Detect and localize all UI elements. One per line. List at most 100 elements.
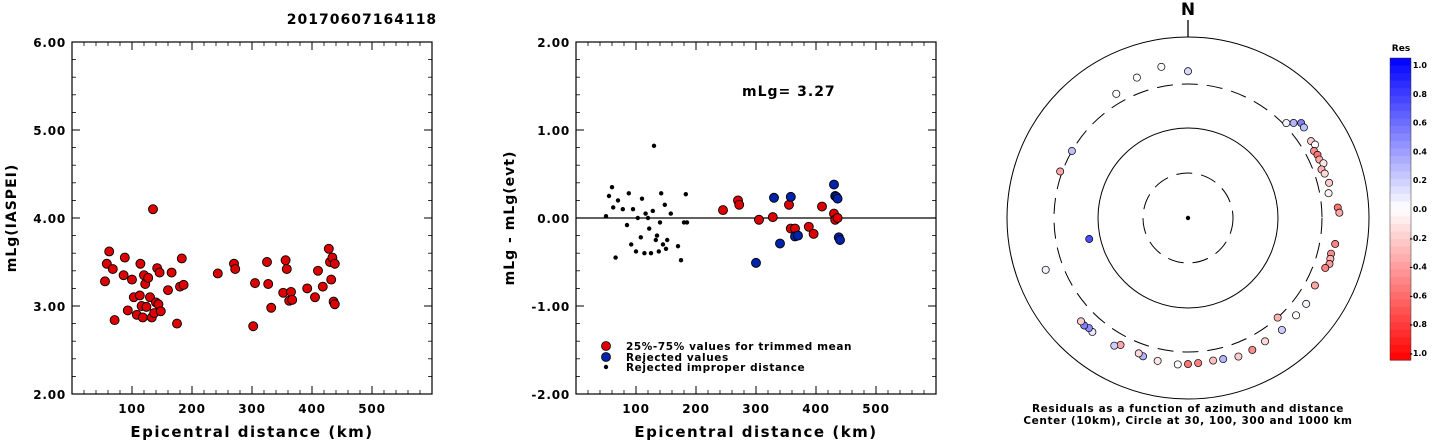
legend-label-rejected: Rejected values <box>626 352 729 364</box>
colorbar-segment <box>1390 299 1411 308</box>
station-point <box>280 255 291 266</box>
station-point <box>135 258 146 269</box>
caption-line-2: Center (10km), Circle at 30, 100, 300 an… <box>1023 415 1352 427</box>
station-point <box>118 270 129 281</box>
y-axis-label: mLg - mLg(evt) <box>502 151 518 286</box>
colorbar-segment <box>1390 276 1411 286</box>
rejected-point <box>832 193 843 204</box>
event-title: 20170607164118 <box>287 12 437 28</box>
improper-distance-point <box>678 258 684 263</box>
station-residual-point <box>1068 147 1076 155</box>
improper-distance-point <box>630 207 636 212</box>
colorbar-segment <box>1390 209 1411 218</box>
colorbar-segment <box>1390 118 1411 127</box>
colorbar-segment <box>1390 344 1411 354</box>
station-point <box>178 279 189 290</box>
station-residual-point <box>1311 140 1320 149</box>
improper-distance-point <box>613 255 618 260</box>
station-residual-point <box>1331 240 1340 248</box>
colorbar-tick-label: -0.8 <box>1410 320 1428 329</box>
colorbar-segment <box>1390 216 1411 225</box>
station-residual-point <box>1261 337 1270 346</box>
x-tick-label: 100 <box>622 402 649 416</box>
colorbar-segment <box>1390 246 1411 255</box>
colorbar-tick-label: 0.6 <box>1413 119 1428 128</box>
station-point <box>176 253 187 264</box>
x-tick-label: 300 <box>238 402 265 416</box>
north-label: N <box>1181 0 1195 20</box>
improper-distance-point <box>611 205 616 210</box>
plot-frame <box>71 41 433 395</box>
improper-distance-point <box>657 220 663 225</box>
improper-distance-point <box>683 192 688 197</box>
improper-distance-point <box>645 215 651 221</box>
colorbar-segment <box>1390 95 1411 104</box>
magnitude-annotation: mLg= 3.27 <box>742 84 836 100</box>
colorbar-segment <box>1390 269 1411 278</box>
improper-distance-point <box>660 242 666 247</box>
colorbar-segment <box>1390 88 1411 97</box>
station-residual-point <box>1234 352 1243 361</box>
x-tick-label: 200 <box>178 402 205 416</box>
station-residual-point <box>1282 119 1291 128</box>
colorbar-tick-label: -0.2 <box>1410 234 1428 243</box>
colorbar-segment <box>1390 193 1411 203</box>
improper-distance-point <box>624 222 630 228</box>
station-point <box>212 268 223 279</box>
station-point <box>263 279 274 289</box>
station-residual-point <box>1194 359 1203 368</box>
improper-distance-point <box>643 211 648 216</box>
rejected-point <box>835 235 845 245</box>
magnitude-vs-distance-plot: 100 200 300 400 500 2.00 3.00 4.00 5.00 6.00 mLg(… <box>4 36 433 441</box>
epicenter-marker <box>1185 215 1191 221</box>
station-point <box>109 315 120 326</box>
colorbar-segment <box>1390 224 1411 233</box>
station-point <box>122 305 133 316</box>
trimmed-mean-point <box>784 199 794 210</box>
improper-distance-point <box>626 191 631 196</box>
trimmed-mean-point <box>803 221 814 232</box>
station-point <box>323 243 334 254</box>
colorbar-segment <box>1390 58 1411 67</box>
station-residual-point <box>1056 167 1065 176</box>
station-residual-point <box>1134 349 1143 358</box>
station-residual-point <box>1325 178 1334 187</box>
x-tick-label: 500 <box>358 402 385 416</box>
improper-distance-point <box>615 198 621 203</box>
colorbar-segment <box>1390 73 1411 82</box>
trimmed-mean-point <box>734 199 745 210</box>
improper-distance-point <box>647 226 652 231</box>
improper-distance-point <box>620 207 625 212</box>
rejected-point <box>775 238 785 249</box>
residual-vs-distance-plot: 100 200 300 400 500 -2.00 -1.00 0.00 1.00 2.00 mL… <box>502 36 937 441</box>
improper-distance-point <box>635 215 640 221</box>
colorbar-segment <box>1390 322 1411 331</box>
improper-distance-point <box>659 191 664 196</box>
trimmed-mean-point <box>808 228 819 239</box>
station-residual-point <box>1302 299 1311 308</box>
colorbar-segment <box>1390 141 1411 150</box>
station-residual-point <box>1184 360 1192 369</box>
y-axis-label: mLg(IASPEI) <box>4 164 20 273</box>
improper-distance-point <box>665 237 670 243</box>
y-tick-label: 4.00 <box>33 212 66 226</box>
station-residual-point <box>1273 313 1282 322</box>
rejected-point <box>829 179 839 190</box>
y-tick-label: 1.00 <box>537 124 570 138</box>
x-axis-label: Epicentral distance (km) <box>634 423 877 441</box>
station-point <box>262 257 272 267</box>
colorbar-segment <box>1390 186 1411 195</box>
station-residual-point <box>1085 235 1094 243</box>
axis-ticks: 100 200 300 400 500 2.00 3.00 4.00 5.00 6.00 <box>33 36 432 416</box>
colorbar-segment <box>1390 171 1411 180</box>
ring-300km <box>1053 83 1323 353</box>
trimmed-mean-point <box>817 201 827 212</box>
station-residual-point <box>1320 169 1329 178</box>
colorbar-segment <box>1390 110 1411 119</box>
station-residual-point <box>1310 281 1319 290</box>
station-point <box>154 267 165 278</box>
colorbar-segment <box>1390 156 1411 165</box>
colorbar-tick-label: 0.4 <box>1413 147 1428 156</box>
y-tick-label: 2.00 <box>537 36 570 50</box>
colorbar-segment <box>1390 163 1411 172</box>
